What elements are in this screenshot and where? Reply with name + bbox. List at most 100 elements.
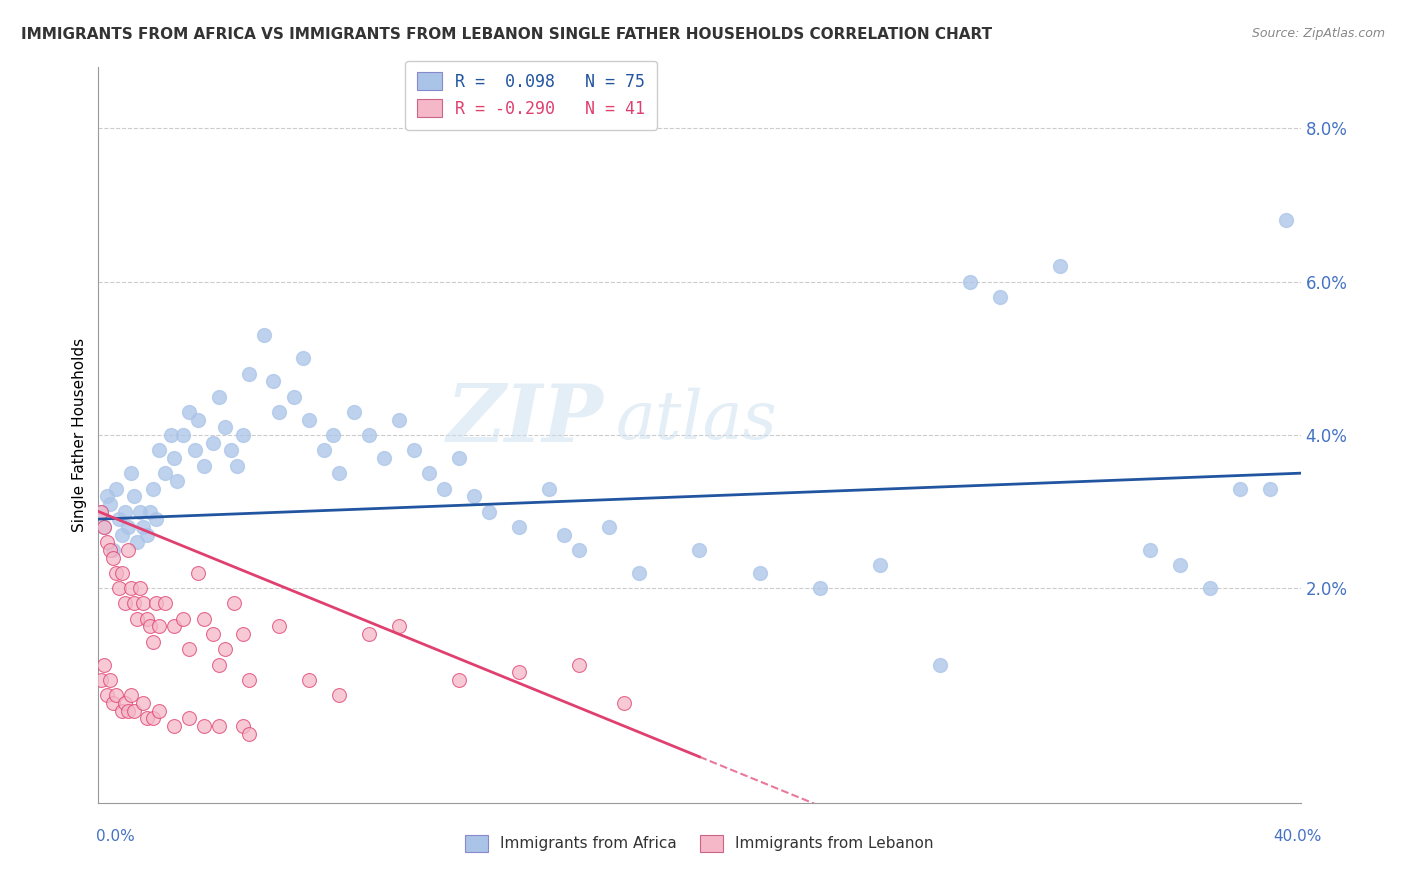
Point — [111, 704, 134, 718]
Point — [117, 520, 139, 534]
Point — [538, 482, 561, 496]
Point — [132, 597, 155, 611]
Point — [688, 542, 710, 557]
Point — [988, 290, 1011, 304]
Point — [808, 581, 831, 595]
Point — [1199, 581, 1222, 595]
Point — [262, 374, 284, 388]
Point — [153, 466, 176, 480]
Point — [162, 619, 184, 633]
Point — [929, 657, 952, 672]
Point — [508, 665, 530, 680]
Point — [613, 696, 636, 710]
Point — [141, 482, 163, 496]
Point — [100, 542, 122, 557]
Point — [193, 719, 215, 733]
Point — [187, 566, 209, 580]
Point — [232, 427, 254, 442]
Point — [108, 512, 131, 526]
Point — [172, 612, 194, 626]
Point — [90, 504, 112, 518]
Point — [373, 450, 395, 465]
Text: 40.0%: 40.0% — [1274, 830, 1322, 844]
Point — [478, 504, 501, 518]
Point — [127, 535, 149, 549]
Point — [103, 696, 125, 710]
Point — [1260, 482, 1282, 496]
Point — [108, 581, 131, 595]
Point — [214, 642, 236, 657]
Point — [105, 689, 128, 703]
Point — [267, 619, 290, 633]
Point — [1139, 542, 1161, 557]
Point — [222, 597, 245, 611]
Point — [748, 566, 770, 580]
Point — [145, 512, 167, 526]
Point — [283, 390, 305, 404]
Point — [418, 466, 440, 480]
Point — [129, 581, 152, 595]
Point — [172, 427, 194, 442]
Point — [121, 466, 143, 480]
Point — [124, 597, 146, 611]
Point — [162, 719, 184, 733]
Point — [166, 474, 188, 488]
Point — [1170, 558, 1192, 573]
Point — [232, 627, 254, 641]
Point — [193, 612, 215, 626]
Text: 0.0%: 0.0% — [96, 830, 135, 844]
Point — [328, 689, 350, 703]
Point — [201, 627, 224, 641]
Point — [148, 704, 170, 718]
Point — [208, 657, 231, 672]
Point — [93, 520, 115, 534]
Point — [148, 619, 170, 633]
Point — [124, 704, 146, 718]
Point — [357, 427, 380, 442]
Point — [225, 458, 247, 473]
Point — [103, 542, 125, 557]
Point — [135, 711, 157, 725]
Point — [238, 673, 260, 687]
Point — [201, 435, 224, 450]
Point — [598, 520, 620, 534]
Legend: Immigrants from Africa, Immigrants from Lebanon: Immigrants from Africa, Immigrants from … — [460, 829, 939, 858]
Point — [117, 704, 139, 718]
Point — [135, 527, 157, 541]
Point — [214, 420, 236, 434]
Point — [105, 566, 128, 580]
Point — [114, 504, 136, 518]
Point — [141, 635, 163, 649]
Point — [100, 497, 122, 511]
Point — [90, 673, 112, 687]
Point — [177, 711, 200, 725]
Point — [148, 443, 170, 458]
Point — [388, 412, 411, 426]
Point — [138, 504, 160, 518]
Point — [177, 642, 200, 657]
Point — [100, 673, 122, 687]
Point — [1274, 213, 1296, 227]
Point — [183, 443, 205, 458]
Point — [959, 275, 981, 289]
Text: ZIP: ZIP — [447, 382, 603, 458]
Text: atlas: atlas — [616, 387, 778, 453]
Point — [124, 489, 146, 503]
Point — [267, 405, 290, 419]
Point — [1049, 259, 1071, 273]
Point — [93, 657, 115, 672]
Point — [193, 458, 215, 473]
Point — [628, 566, 651, 580]
Point — [508, 520, 530, 534]
Point — [127, 612, 149, 626]
Point — [138, 619, 160, 633]
Point — [402, 443, 425, 458]
Point — [388, 619, 411, 633]
Point — [298, 412, 321, 426]
Point — [232, 719, 254, 733]
Point — [103, 550, 125, 565]
Point — [135, 612, 157, 626]
Point — [114, 696, 136, 710]
Point — [238, 727, 260, 741]
Point — [312, 443, 335, 458]
